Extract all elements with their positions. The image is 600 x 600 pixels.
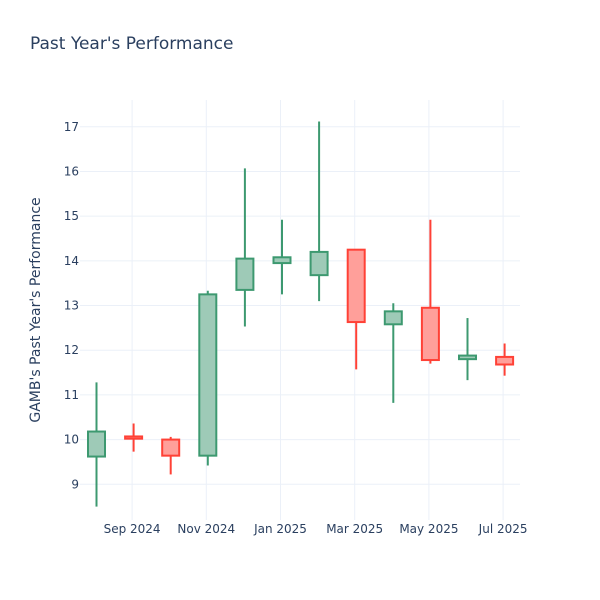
candle	[272, 219, 292, 295]
candle-body	[309, 250, 329, 277]
y-tick-label: 9	[71, 477, 79, 491]
y-axis-ticks: 9 10 11 12 13 14 15 16 17	[64, 120, 79, 491]
candle	[309, 121, 329, 302]
x-tick-label: May 2025	[399, 522, 458, 536]
candle-body	[346, 248, 366, 324]
candle	[346, 248, 366, 370]
grid-lines	[80, 100, 520, 520]
candle	[198, 290, 218, 466]
y-tick-label: 10	[64, 433, 79, 447]
y-tick-label: 16	[64, 164, 79, 178]
x-tick-label: Nov 2024	[177, 522, 235, 536]
x-tick-label: Jul 2025	[478, 522, 528, 536]
y-tick-label: 13	[64, 299, 79, 313]
candle-body	[383, 310, 403, 326]
candle	[495, 343, 515, 376]
candle-body	[235, 257, 255, 291]
x-tick-label: Jan 2025	[253, 522, 307, 536]
candle	[383, 303, 403, 403]
y-axis-title: GAMB's Past Year's Performance	[28, 197, 44, 422]
candle-body	[495, 355, 515, 366]
candle	[458, 318, 477, 381]
chart-title: Past Year's Performance	[30, 34, 234, 54]
candle-body	[458, 354, 477, 361]
candles	[87, 121, 515, 507]
candle-body	[161, 438, 181, 457]
y-tick-label: 12	[64, 343, 79, 357]
candle	[124, 423, 144, 452]
candle	[235, 168, 255, 327]
candle-body	[124, 435, 144, 440]
y-tick-label: 15	[64, 209, 79, 223]
candle	[161, 436, 181, 475]
x-tick-label: Sep 2024	[104, 522, 161, 536]
candle-body	[87, 430, 106, 458]
x-tick-label: Mar 2025	[326, 522, 383, 536]
candle	[420, 219, 440, 364]
y-tick-label: 17	[64, 120, 79, 134]
candle	[87, 382, 106, 507]
x-axis-ticks: Sep 2024 Nov 2024 Jan 2025 Mar 2025 May 2025…	[104, 522, 528, 536]
y-tick-label: 11	[64, 388, 79, 402]
candle-body	[198, 293, 218, 457]
candle-body	[420, 306, 440, 362]
y-tick-label: 14	[64, 254, 79, 268]
candle-body	[272, 256, 292, 265]
